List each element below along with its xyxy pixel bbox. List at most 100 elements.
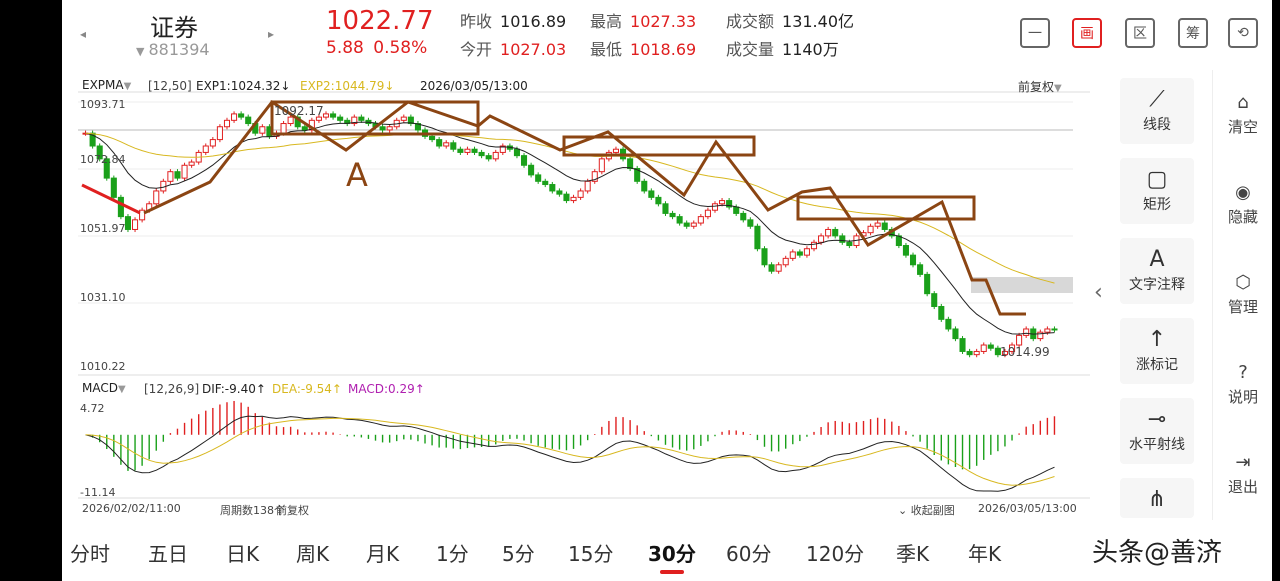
- kline-chart[interactable]: EXPMA▼ [12,50] EXP1:1024.32↓ EXP2:1044.7…: [78, 70, 1090, 520]
- candle-body: [987, 344, 994, 349]
- side-label: 隐藏: [1227, 208, 1258, 226]
- tab-11[interactable]: 季K: [896, 542, 930, 566]
- candle-body: [330, 113, 337, 118]
- horizontal-ray-icon: ⊸: [1147, 407, 1167, 432]
- tool-text-annotation[interactable]: A 文字注释: [1120, 238, 1194, 304]
- candle-body: [973, 350, 980, 356]
- tab-9[interactable]: 60分: [726, 542, 772, 566]
- dropdown-icon: ▼: [1054, 83, 1062, 94]
- side-clear[interactable]: ⌂ 清空: [1213, 92, 1272, 137]
- candle-body: [464, 148, 471, 153]
- tool-label: 涨标记: [1136, 357, 1178, 373]
- candle-body: [761, 248, 768, 266]
- price-tick-1: 1072.84: [80, 153, 126, 166]
- candle-body: [598, 158, 605, 173]
- candle-body: [535, 174, 542, 182]
- next-stock-arrow-icon[interactable]: ▸: [267, 27, 275, 41]
- side-label: 退出: [1227, 478, 1258, 496]
- tab-5[interactable]: 1分: [436, 542, 469, 566]
- annotation-segment: [143, 99, 1026, 316]
- candle-body: [867, 225, 874, 234]
- macd-bottom-tick: -11.14: [80, 486, 116, 499]
- tab-3[interactable]: 周K: [296, 542, 330, 566]
- candle-body: [577, 190, 584, 198]
- candle-body: [1001, 350, 1008, 356]
- candle-body: [803, 248, 810, 256]
- candle-body: [669, 212, 676, 218]
- candle-body: [478, 151, 485, 157]
- tab-7[interactable]: 15分: [568, 542, 614, 566]
- clear-icon: ⌂: [1237, 92, 1249, 113]
- candle-body: [542, 180, 549, 186]
- last-price: 1022.77: [326, 6, 434, 36]
- minus-icon[interactable]: 一: [1020, 18, 1050, 48]
- stock-code[interactable]: ▼ 881394: [136, 40, 210, 59]
- candle-body: [499, 145, 506, 153]
- region-icon[interactable]: 区: [1125, 18, 1155, 48]
- candle-body: [124, 216, 132, 230]
- candle-body: [457, 148, 464, 153]
- candle-body: [733, 206, 740, 214]
- drawing-tools-panel: ⟋ 线段 ▢ 矩形 A 文字注释 ↑ 涨标记 ⊸ 水平射线 ⋔: [1112, 70, 1200, 520]
- candle-body: [796, 251, 803, 256]
- tab-0[interactable]: 分时: [70, 542, 110, 566]
- tool-horizontal-ray[interactable]: ⊸ 水平射线: [1120, 398, 1194, 464]
- candle-body: [690, 222, 697, 227]
- draw-icon[interactable]: 画: [1072, 18, 1102, 48]
- candle-body: [471, 148, 478, 153]
- candle-body: [917, 264, 924, 275]
- candle-body: [1023, 328, 1030, 336]
- tool-more-tool[interactable]: ⋔: [1120, 478, 1194, 518]
- tool-rectangle[interactable]: ▢ 矩形: [1120, 158, 1194, 224]
- side-eye[interactable]: ◉ 隐藏: [1213, 182, 1272, 227]
- candle-body: [704, 209, 711, 218]
- watermark: 头条@善济: [1092, 538, 1223, 568]
- candle-body: [238, 113, 245, 118]
- text-annotation-icon: A: [1149, 247, 1165, 272]
- candle-body: [825, 228, 832, 237]
- adjust-selector[interactable]: 前复权▼: [1018, 78, 1062, 95]
- candle-body: [775, 264, 782, 272]
- main-params: [12,50]: [148, 79, 192, 93]
- exp1-line: [85, 121, 1055, 335]
- main-indicator-selector[interactable]: EXPMA▼: [82, 78, 131, 92]
- tab-2[interactable]: 日K: [226, 542, 260, 566]
- tab-6[interactable]: 5分: [502, 542, 535, 566]
- side-exit[interactable]: ⇥ 退出: [1213, 452, 1272, 497]
- chips-icon[interactable]: 筹: [1178, 18, 1208, 48]
- tool-up-mark[interactable]: ↑ 涨标记: [1120, 318, 1194, 384]
- collapse-sub-button[interactable]: ⌄ 收起副图: [898, 502, 955, 518]
- min-price-label: 1014.99: [1000, 345, 1050, 359]
- candle-body: [1051, 328, 1058, 331]
- main-indicator-name: EXPMA: [82, 78, 124, 92]
- chevron-down-icon: ⌄: [898, 504, 911, 517]
- collapse-sub-label: 收起副图: [910, 504, 955, 517]
- tool-segment[interactable]: ⟋ 线段: [1120, 78, 1194, 144]
- dea-value: DEA:-9.54↑: [272, 382, 342, 396]
- tab-10[interactable]: 120分: [806, 542, 865, 566]
- side-help[interactable]: ? 说明: [1213, 362, 1272, 407]
- candle-body: [874, 222, 881, 227]
- stock-code-text: 881394: [148, 40, 210, 59]
- candle-body: [945, 318, 952, 330]
- sub-indicator-selector[interactable]: MACD▼: [82, 381, 126, 395]
- annotation-text[interactable]: A: [346, 156, 368, 194]
- quote-header: ◂ ▸ 证券 ▼ 881394 1022.77 5.88 0.58% 昨收 1016…: [62, 0, 1272, 68]
- prev-stock-arrow-icon[interactable]: ◂: [79, 27, 87, 41]
- tab-12[interactable]: 年K: [968, 542, 1002, 566]
- candle-body: [386, 126, 393, 131]
- tab-4[interactable]: 月K: [366, 542, 400, 566]
- rotate-icon[interactable]: ⟲: [1228, 18, 1258, 48]
- tab-1[interactable]: 五日: [148, 542, 188, 566]
- candle-body: [563, 193, 570, 202]
- annotation-rectangle: [796, 195, 976, 221]
- candle-body: [216, 126, 223, 141]
- candle-body: [726, 200, 733, 208]
- tab-8[interactable]: 30分: [648, 542, 696, 566]
- quote-value: 1140万: [782, 40, 839, 59]
- side-manage[interactable]: ⬡ 管理: [1213, 272, 1272, 317]
- candle-body: [676, 216, 683, 224]
- quote-label: 最低: [590, 40, 623, 59]
- more-tool-icon: ⋔: [1147, 487, 1167, 512]
- collapse-panel-chevron-icon[interactable]: ‹: [1094, 280, 1103, 305]
